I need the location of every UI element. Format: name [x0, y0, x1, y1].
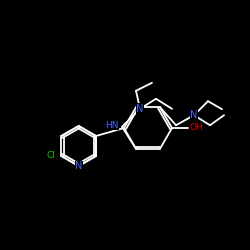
Text: N: N: [75, 161, 82, 171]
Text: OH: OH: [189, 124, 203, 132]
Text: N: N: [136, 104, 144, 114]
Text: N: N: [190, 110, 198, 120]
Text: HN: HN: [105, 120, 119, 130]
Text: Cl: Cl: [47, 152, 56, 160]
